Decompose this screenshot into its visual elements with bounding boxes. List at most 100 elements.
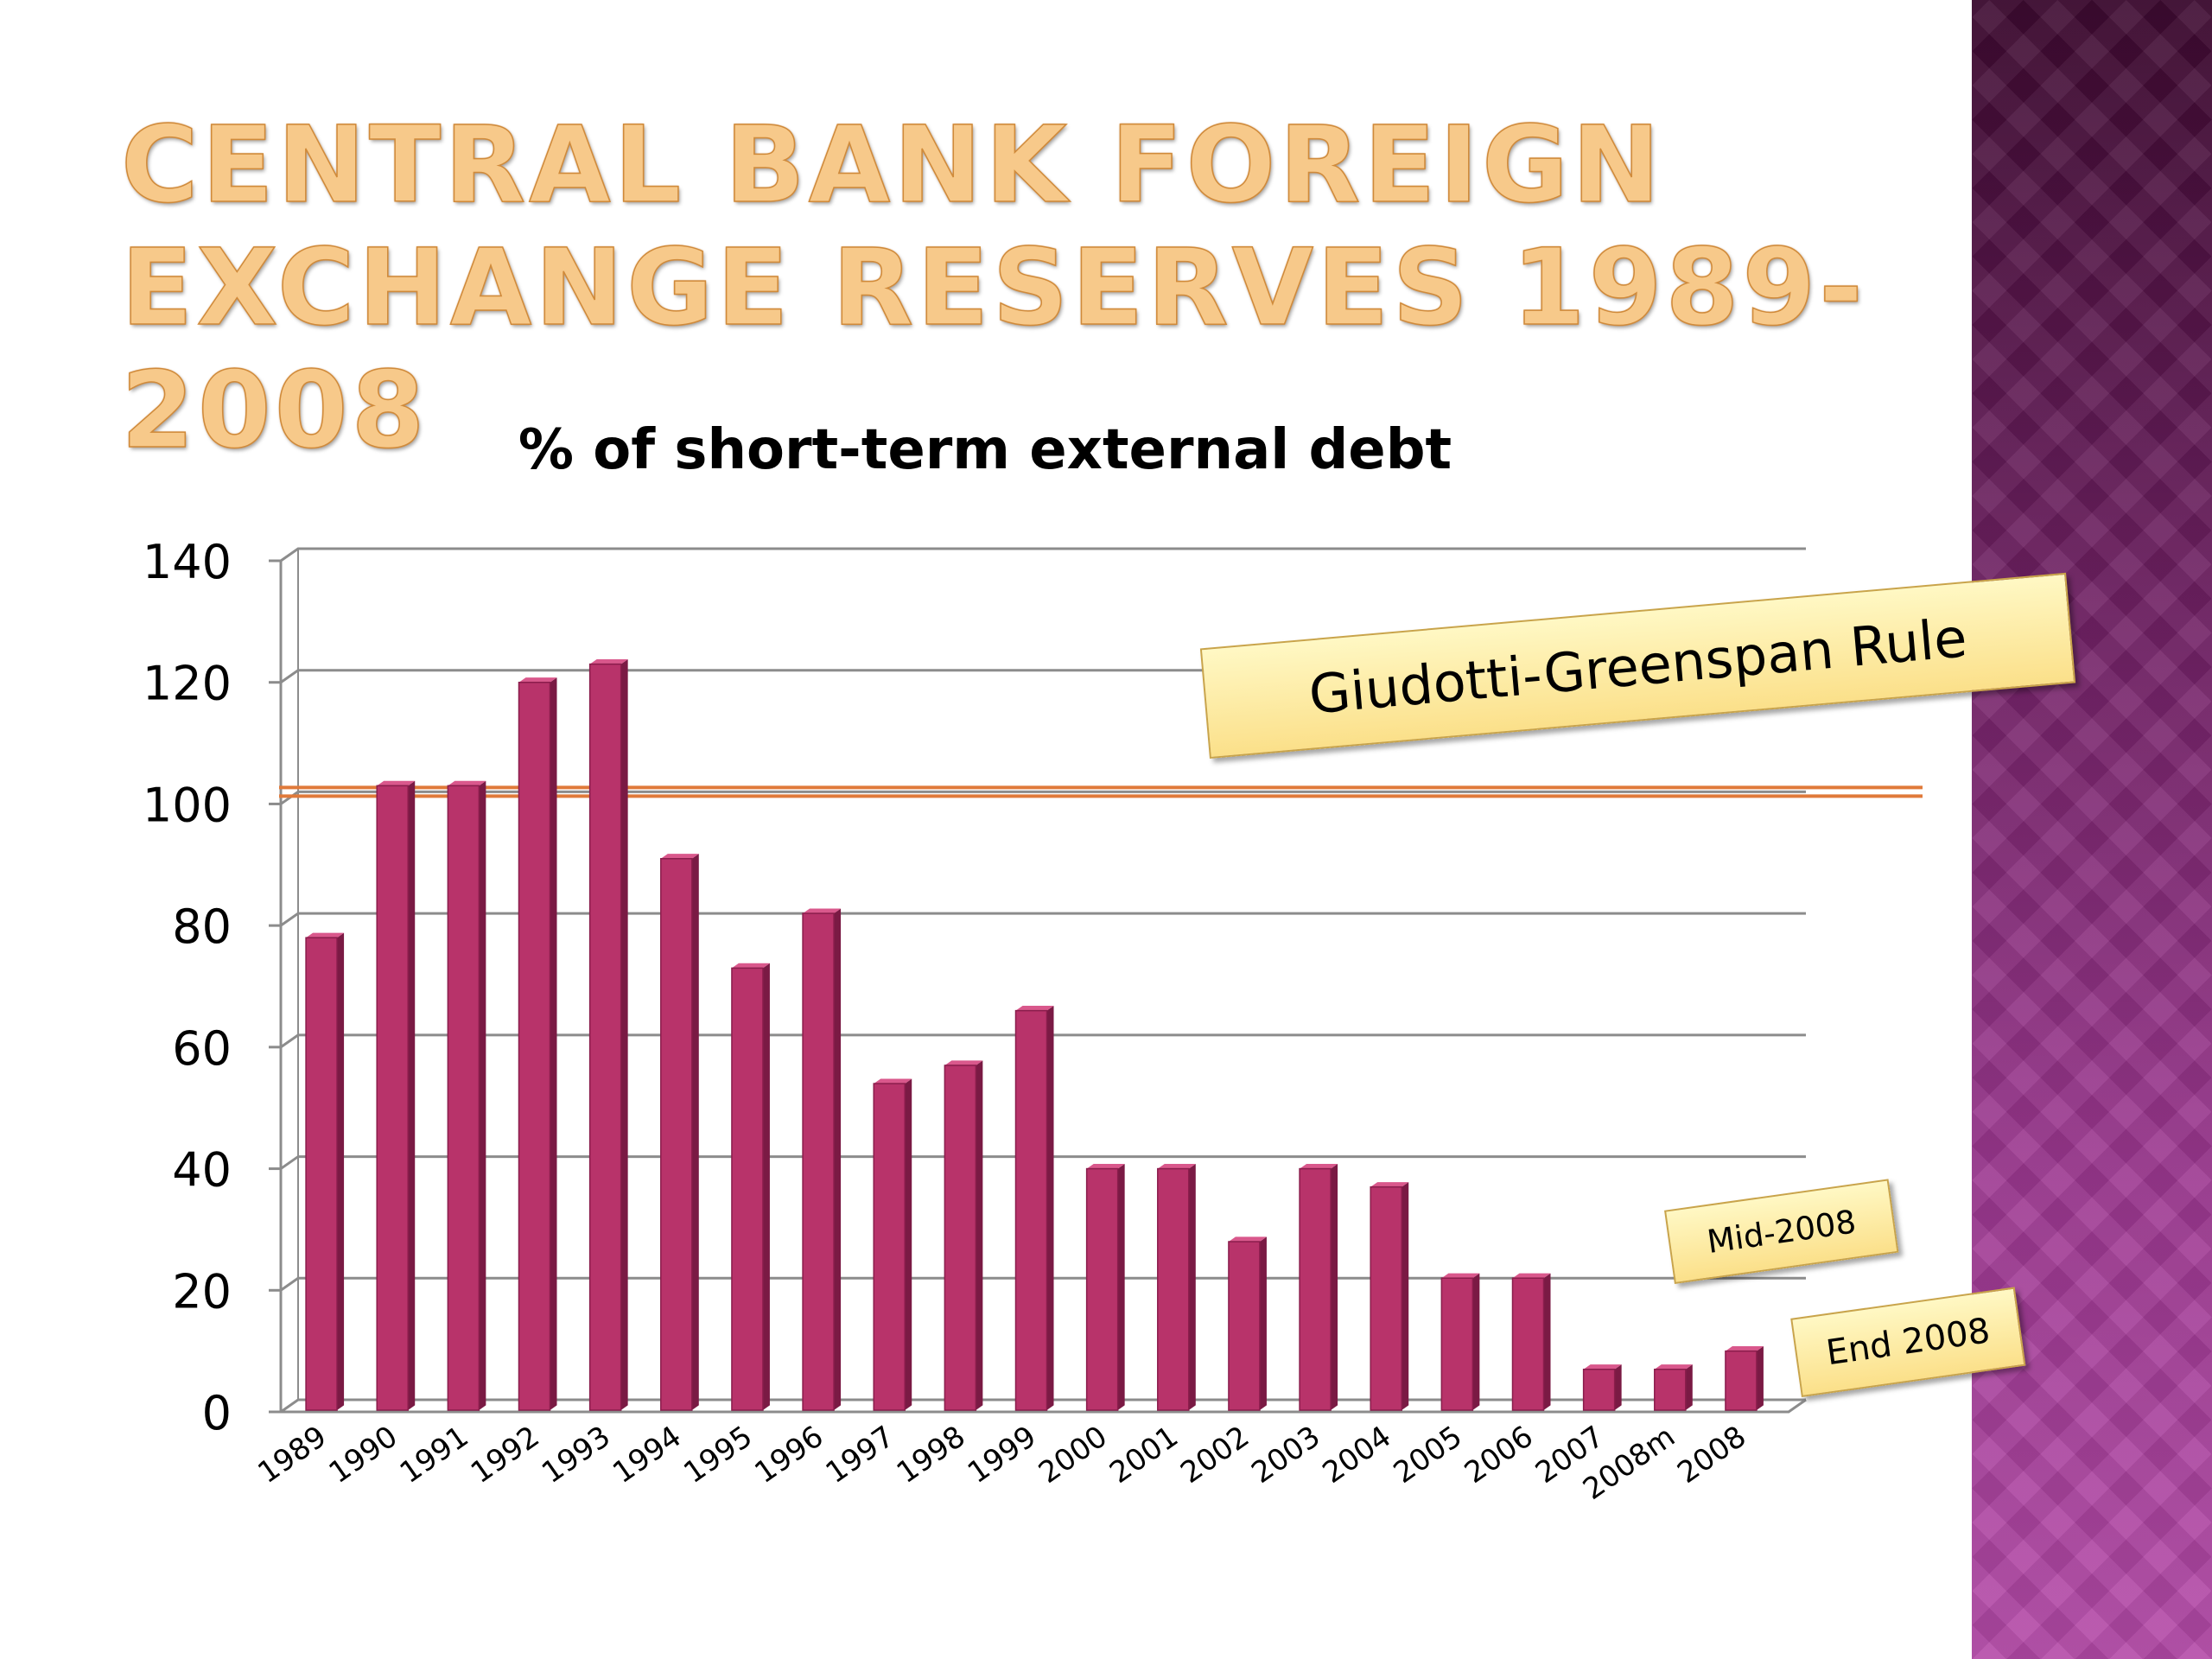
bar-side <box>691 854 699 1410</box>
bar-top <box>944 1060 983 1065</box>
x-tick-label: 1991 <box>394 1420 475 1491</box>
bar-front <box>731 967 764 1411</box>
bar-top <box>1441 1273 1480 1279</box>
x-tick-label: 1992 <box>465 1420 546 1491</box>
bar-front <box>518 681 551 1411</box>
bars <box>305 659 1764 1411</box>
bar-top <box>306 932 345 938</box>
bar-1999 <box>1014 1006 1054 1411</box>
bar-top <box>803 908 842 914</box>
gridline <box>280 547 1806 563</box>
bar-top <box>377 780 416 786</box>
bar-side <box>620 659 628 1410</box>
y-tick-label: 120 <box>143 657 232 711</box>
y-tick-labels: 0 20 40 60 80 100 120 140 <box>143 535 232 1440</box>
x-tick-label: 2006 <box>1459 1420 1540 1491</box>
bar-side <box>1756 1346 1764 1410</box>
y-tick-label: 140 <box>143 535 232 589</box>
bar-2008 <box>1725 1346 1764 1411</box>
bar-top <box>1725 1346 1764 1351</box>
bar-front <box>660 858 693 1411</box>
x-tick-label: 1989 <box>251 1420 333 1491</box>
bar-top <box>1583 1364 1622 1370</box>
x-tick-label: 1993 <box>536 1420 617 1491</box>
chart-title: % of short-term external debt <box>518 418 1452 482</box>
y-tick-label: 100 <box>143 778 232 832</box>
bar-front <box>1228 1241 1261 1411</box>
x-tick-label: 2008 <box>1671 1420 1752 1491</box>
bar-front <box>447 785 480 1411</box>
bar-side <box>1543 1273 1551 1410</box>
bar-side <box>1331 1163 1338 1410</box>
y-tick-label: 80 <box>172 899 232 954</box>
bar-2004 <box>1370 1182 1409 1411</box>
bar-side <box>762 963 770 1410</box>
bar-top <box>660 854 699 859</box>
x-axis <box>281 1398 1807 1414</box>
bar-1994 <box>660 854 699 1411</box>
bar-front <box>1085 1167 1119 1411</box>
bar-1997 <box>873 1078 912 1411</box>
bar-top <box>1300 1163 1338 1169</box>
x-tick-label: 2002 <box>1174 1420 1255 1491</box>
bar-front <box>1157 1167 1190 1411</box>
x-tick-label: 1994 <box>607 1420 688 1491</box>
bar-side <box>1259 1236 1267 1410</box>
bar-front <box>1725 1350 1758 1411</box>
bar-side <box>408 780 416 1410</box>
gridline <box>280 912 1806 927</box>
bar-top <box>448 780 486 786</box>
slide-title-line-1: Central Bank Foreign <box>120 103 1664 227</box>
y-tick-label: 40 <box>172 1143 232 1198</box>
x-tick-label: 2003 <box>1245 1420 1326 1491</box>
bar-side <box>834 908 842 1410</box>
bar-side <box>1402 1182 1409 1410</box>
bar-side <box>1685 1364 1693 1410</box>
x-tick-labels: 1989199019911992199319941995199619971998… <box>251 1420 1752 1507</box>
bar-1989 <box>305 932 345 1411</box>
x-tick-label: 2001 <box>1103 1420 1185 1491</box>
bar-top <box>1157 1163 1196 1169</box>
bar-1993 <box>588 659 628 1411</box>
bar-2000 <box>1085 1163 1125 1411</box>
bar-top <box>1654 1364 1693 1370</box>
x-tick-label: 1990 <box>323 1420 404 1491</box>
bar-2003 <box>1299 1163 1338 1411</box>
bar-side <box>1046 1006 1054 1410</box>
bar-front <box>1440 1277 1474 1411</box>
y-tick-label: 0 <box>202 1386 232 1440</box>
bar-1991 <box>447 780 486 1411</box>
bar-front <box>376 785 409 1411</box>
bar-2006 <box>1511 1273 1551 1411</box>
bar-2008m <box>1654 1364 1693 1411</box>
bar-side <box>337 932 345 1410</box>
bar-side <box>976 1060 983 1410</box>
bar-front <box>305 937 338 1411</box>
bar-front <box>944 1065 977 1411</box>
slide-title-line-2: Exchange Reserves 1989-2008 <box>120 226 1866 473</box>
bar-front <box>1582 1369 1616 1411</box>
bar-front <box>1511 1277 1545 1411</box>
bar-top <box>874 1078 912 1084</box>
bar-top <box>1370 1182 1409 1187</box>
axes <box>269 549 1807 1414</box>
bar-top <box>1228 1236 1267 1242</box>
bar-1990 <box>376 780 416 1411</box>
bar-side <box>550 677 557 1410</box>
bar-side <box>1188 1163 1196 1410</box>
x-tick-label: 1995 <box>677 1420 759 1491</box>
x-tick-label: 1998 <box>891 1420 972 1491</box>
bar-top <box>1086 1163 1125 1169</box>
bar-1992 <box>518 677 557 1411</box>
y-tick-label: 60 <box>172 1021 232 1076</box>
bar-front <box>873 1083 906 1411</box>
bar-2005 <box>1440 1273 1480 1411</box>
bar-front <box>1299 1167 1332 1411</box>
bar-side <box>1472 1273 1480 1410</box>
x-tick-label: 2000 <box>1033 1420 1114 1491</box>
bar-side <box>1614 1364 1622 1410</box>
bar-2002 <box>1228 1236 1267 1411</box>
bar-1995 <box>731 963 770 1411</box>
bar-side <box>905 1078 912 1410</box>
